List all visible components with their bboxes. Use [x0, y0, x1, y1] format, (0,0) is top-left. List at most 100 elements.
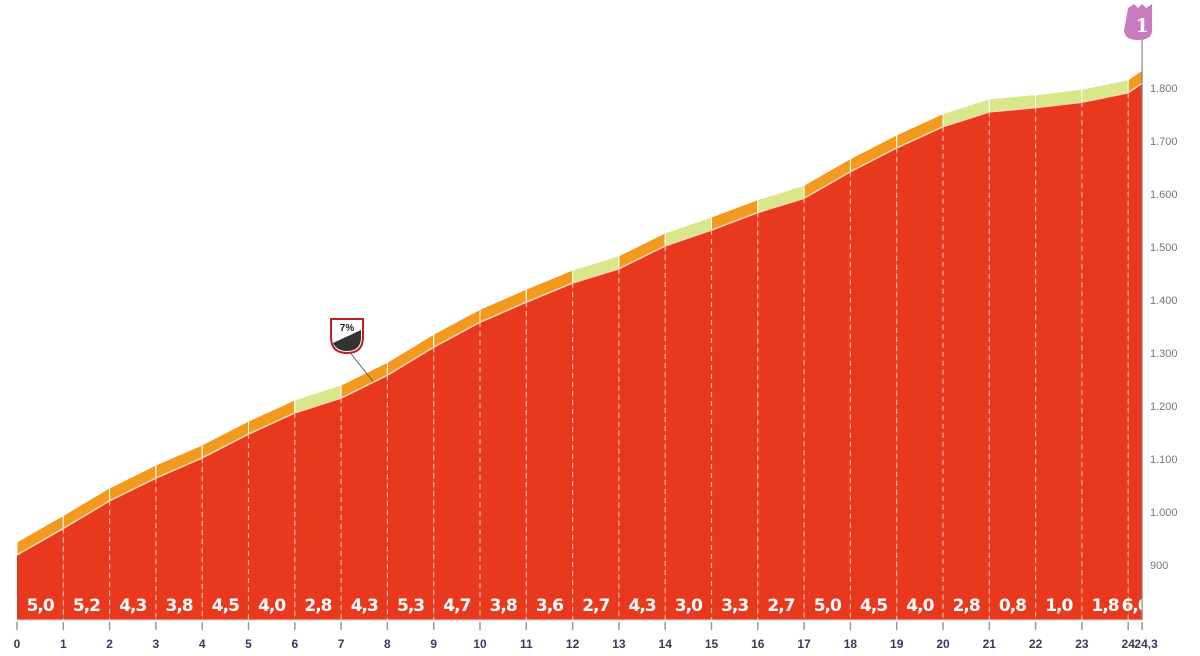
profile-edge — [942, 111, 990, 128]
markers: 7% 1 — [330, 4, 1153, 383]
profile-segment — [17, 528, 64, 620]
y-tick-label: 1.400 — [1150, 295, 1178, 307]
profile-segment — [989, 107, 1036, 621]
gradient-label: 1,8 — [1091, 596, 1118, 616]
profile-segment — [665, 230, 712, 621]
gradient-label: 4,3 — [628, 596, 655, 616]
x-tick-label: 6 — [291, 637, 298, 651]
profile-segment — [63, 500, 110, 620]
gradient-label: 5,2 — [73, 596, 100, 616]
profile-segment — [618, 245, 666, 620]
profile-segment — [109, 478, 156, 620]
profile-edge — [664, 229, 712, 247]
gradient-label: 5,0 — [27, 596, 55, 616]
x-tick-label: 3 — [153, 637, 160, 651]
x-tick-label: 20 — [936, 637, 950, 651]
profile-segment — [387, 347, 434, 620]
x-tick-label: 15 — [705, 637, 719, 651]
x-tick-label: 13 — [612, 637, 626, 651]
profile-edge — [433, 321, 481, 348]
profile-edge — [803, 171, 851, 199]
gradient-label: 5,0 — [814, 596, 842, 616]
x-tick-label: 18 — [844, 637, 858, 651]
x-tick-label: 17 — [797, 637, 811, 651]
gradient-label: 3,8 — [165, 596, 192, 616]
summit-category-badge — [1124, 4, 1153, 40]
gradient-label: 4,3 — [351, 596, 378, 616]
gradient-label: 5,3 — [397, 596, 424, 616]
profile-edge — [850, 147, 898, 173]
profile-edge — [572, 268, 620, 284]
gradient-label: 4,5 — [212, 596, 239, 616]
x-tick-label: 24,3 — [1134, 637, 1158, 651]
profile-edge — [16, 527, 64, 556]
profile-segment — [294, 398, 342, 620]
profile-segment — [943, 111, 990, 620]
x-tick-label: 22 — [1029, 637, 1043, 651]
profile-segment — [480, 302, 527, 620]
profile-edge — [155, 457, 203, 479]
x-tick-label: 8 — [384, 637, 391, 651]
profile-segment — [202, 434, 249, 620]
x-tick-label: 4 — [199, 637, 206, 651]
y-tick-label: 1.000 — [1150, 507, 1178, 519]
x-tick-label: 2 — [106, 637, 113, 651]
profile-edge — [248, 412, 296, 435]
profile-segment — [248, 412, 295, 620]
profile-edge — [1081, 92, 1129, 104]
y-tick-label: 1.300 — [1150, 348, 1178, 360]
profile-edge — [62, 500, 110, 530]
profile-edge — [201, 433, 249, 459]
x-tick-label: 1 — [60, 637, 67, 651]
y-tick-label: 1.500 — [1150, 242, 1178, 254]
profile-segment — [526, 283, 573, 620]
profile-edge — [1035, 101, 1082, 109]
profile-segment — [757, 198, 805, 621]
gradient-label: 4,0 — [906, 596, 934, 616]
summit-category-label: 1 — [1135, 15, 1148, 37]
profile-edge — [294, 397, 342, 414]
profile-segment — [850, 147, 897, 620]
profile-segment — [1128, 83, 1143, 621]
gradient-labels: 5,0 5,2 4,3 3,8 4,5 4,0 2,8 4,3 5,3 4,7 3,8 3,6 2,7 4… — [27, 596, 1151, 616]
gradient-label: 2,8 — [953, 596, 980, 616]
profile-edge — [340, 374, 388, 399]
gradient-slope-icon — [333, 330, 361, 351]
profile-segment — [896, 126, 943, 620]
gradient-band — [16, 69, 1143, 556]
gradient-label: 0,8 — [999, 596, 1026, 616]
profile-edge — [896, 126, 944, 149]
x-tick-label: 10 — [473, 637, 487, 651]
x-tick-label: 24 — [1122, 637, 1136, 651]
x-tick-label: 23 — [1075, 637, 1089, 651]
profile-segment — [1035, 102, 1082, 620]
max-gradient-label: 7% — [340, 323, 355, 334]
profile-edge — [618, 245, 666, 270]
profile-edge — [109, 477, 157, 502]
profile-segment — [341, 375, 388, 620]
marker-pointer — [347, 349, 374, 383]
x-tick-label: 0 — [14, 637, 21, 651]
x-tick-label: 9 — [430, 637, 437, 651]
x-tick-label: 19 — [890, 637, 904, 651]
y-tick-label: 1.600 — [1150, 189, 1178, 201]
profile-segment — [155, 457, 203, 620]
gradient-label: 3,0 — [675, 596, 703, 616]
profile-segment — [711, 212, 758, 621]
gradient-label: 2,7 — [767, 596, 794, 616]
y-tick-label: 1.200 — [1150, 401, 1178, 413]
profile-edge — [711, 211, 759, 231]
profile-segment — [1081, 92, 1129, 620]
profile-segment — [572, 268, 619, 620]
gradient-label: 2,8 — [304, 596, 331, 616]
x-tick-label: 12 — [566, 637, 580, 651]
x-tick-label: 14 — [659, 637, 673, 651]
profile-edge — [757, 197, 805, 214]
gradient-label: 3,8 — [490, 596, 517, 616]
y-tick-label: 1.800 — [1150, 83, 1178, 95]
gradient-label: 6,0 — [1122, 596, 1150, 616]
profile-edge — [479, 301, 527, 323]
gradient-label: 4,5 — [860, 596, 887, 616]
gradient-label: 3,6 — [536, 596, 563, 616]
